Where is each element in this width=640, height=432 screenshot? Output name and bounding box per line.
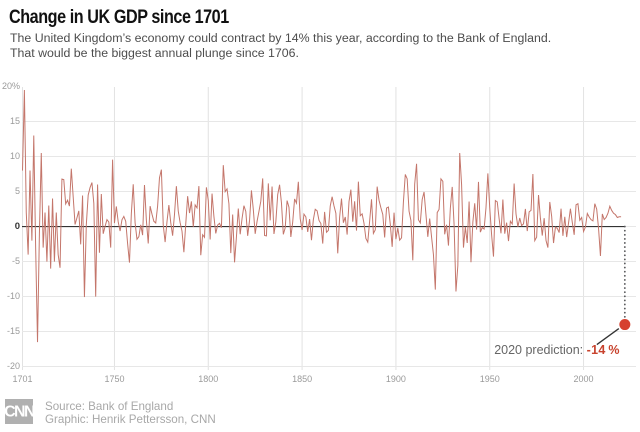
svg-text:CNN: CNN: [5, 404, 33, 421]
